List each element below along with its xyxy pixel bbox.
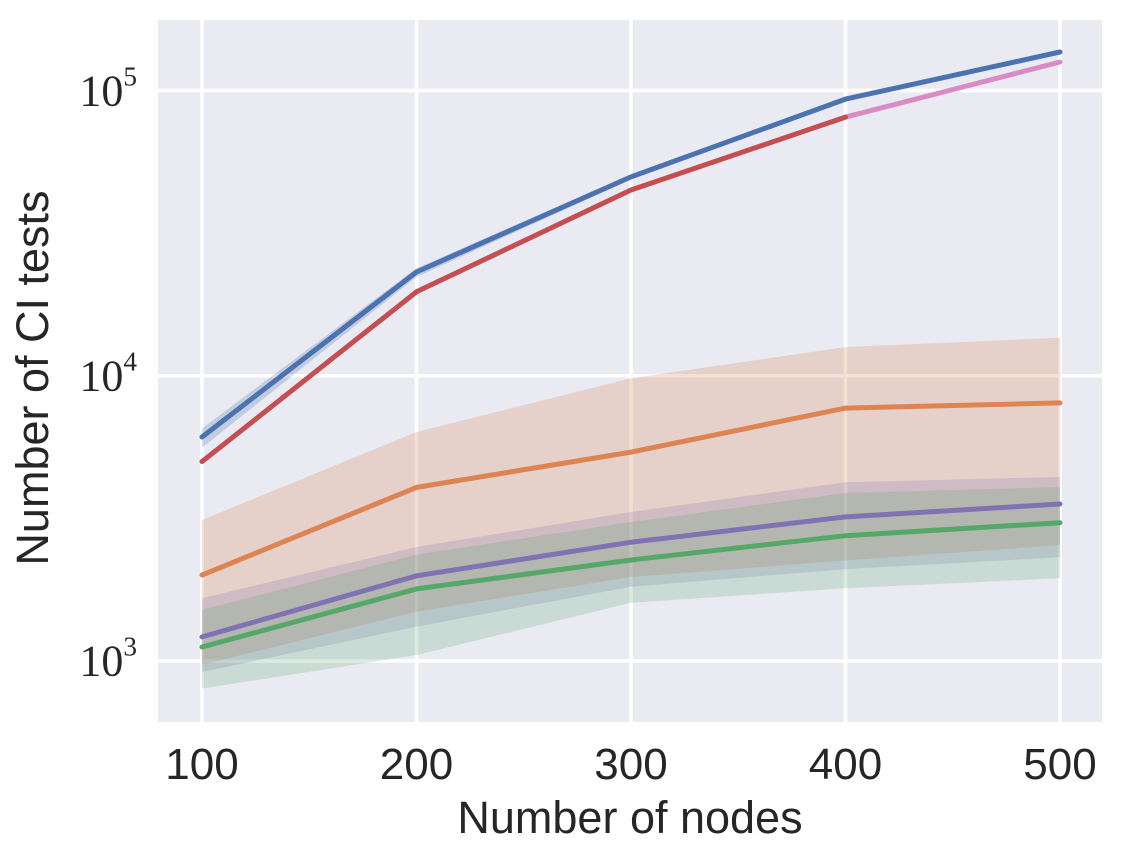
y-tick-label: 105 [79,61,137,115]
x-tick-label: 200 [379,740,454,789]
series-blue-line [199,49,1063,440]
y-tick-label: 104 [79,346,137,401]
series-purple-band [202,476,1060,672]
series-pink-line [843,59,1063,120]
series-green-line [199,520,1063,650]
x-tick-label: 400 [808,740,883,789]
series-purple-line [199,501,1063,640]
y-tick-label: 103 [79,631,137,686]
series-red-line [199,114,848,465]
x-tick-label: 300 [594,740,668,789]
x-tick-label: 100 [165,740,239,789]
y-axis-label: Number of CI tests [7,190,58,566]
series-orange-line [199,400,1063,578]
x-axis-label: Number of nodes [457,792,803,843]
x-tick-label: 500 [1023,740,1097,789]
series-orange-band [202,337,1060,665]
